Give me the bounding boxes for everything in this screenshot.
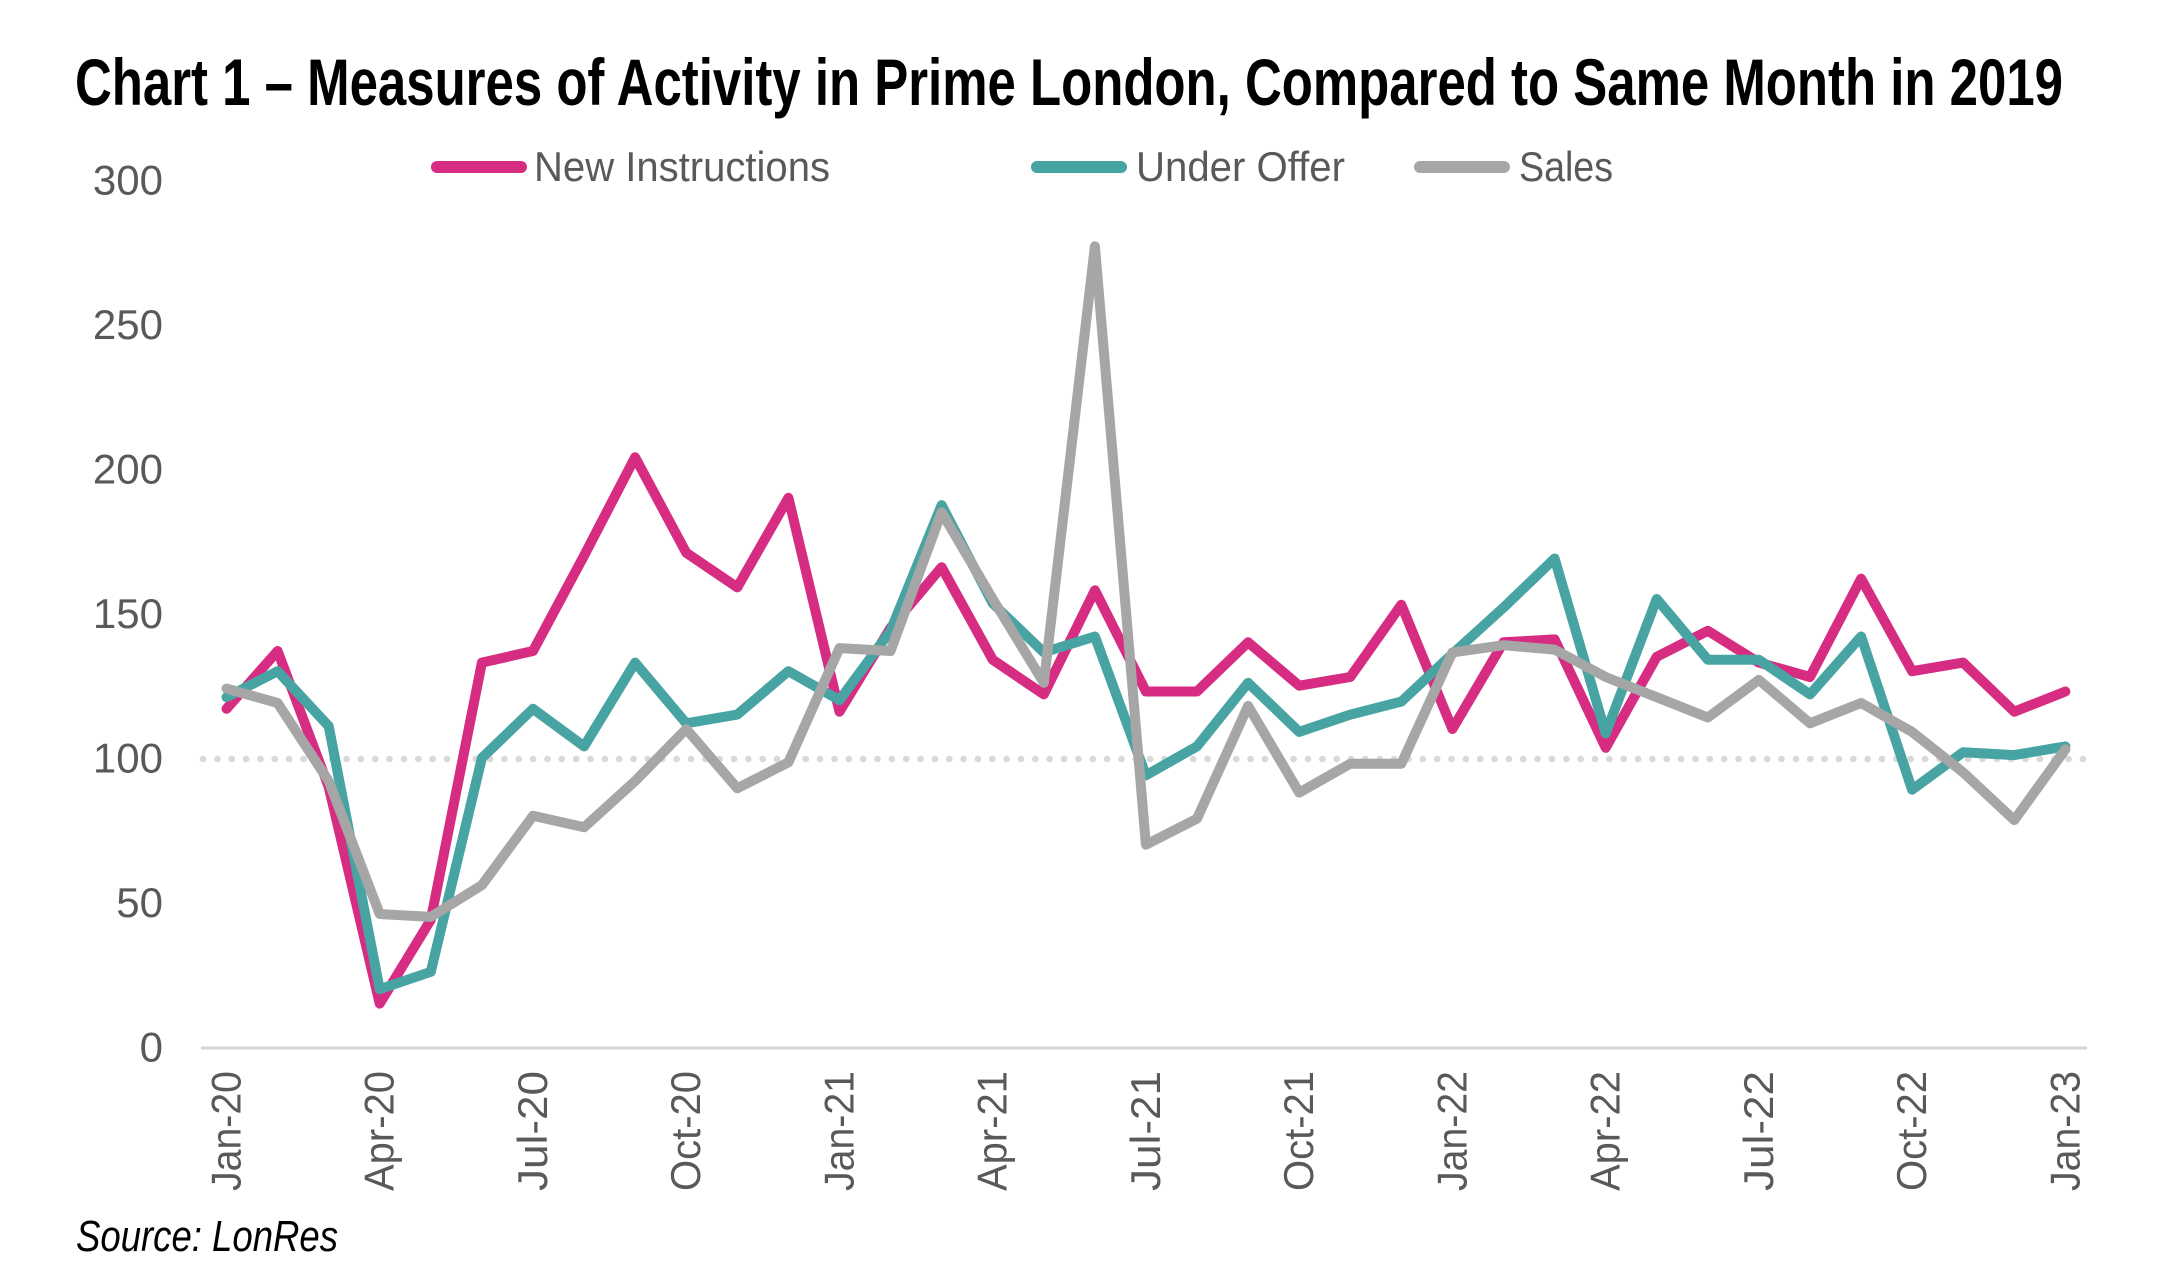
svg-text:Apr-21: Apr-21 xyxy=(969,1071,1016,1191)
svg-text:300: 300 xyxy=(93,157,163,204)
svg-text:Jul-21: Jul-21 xyxy=(1122,1071,1169,1191)
svg-text:Chart 1 – Measures of Activity: Chart 1 – Measures of Activity in Prime … xyxy=(75,45,2063,119)
svg-text:Jan-21: Jan-21 xyxy=(816,1071,863,1191)
svg-text:Oct-21: Oct-21 xyxy=(1275,1071,1322,1191)
svg-text:0: 0 xyxy=(140,1024,163,1071)
svg-text:50: 50 xyxy=(116,879,163,926)
svg-text:Apr-22: Apr-22 xyxy=(1582,1071,1629,1191)
svg-text:Sales: Sales xyxy=(1519,143,1613,190)
svg-text:Source: LonRes: Source: LonRes xyxy=(76,1212,338,1261)
svg-text:100: 100 xyxy=(93,735,163,782)
svg-text:Under Offer: Under Offer xyxy=(1136,143,1345,190)
svg-text:200: 200 xyxy=(93,446,163,493)
svg-text:New Instructions: New Instructions xyxy=(534,143,830,190)
svg-text:Jan-20: Jan-20 xyxy=(203,1071,250,1191)
svg-text:Jan-23: Jan-23 xyxy=(2041,1071,2088,1191)
svg-text:Apr-20: Apr-20 xyxy=(356,1071,403,1191)
svg-text:Oct-20: Oct-20 xyxy=(662,1071,709,1191)
svg-text:Oct-22: Oct-22 xyxy=(1888,1071,1935,1191)
svg-text:Jan-22: Jan-22 xyxy=(1428,1071,1475,1191)
svg-text:250: 250 xyxy=(93,301,163,348)
svg-text:Jul-22: Jul-22 xyxy=(1735,1071,1782,1191)
svg-text:150: 150 xyxy=(93,590,163,637)
svg-text:Jul-20: Jul-20 xyxy=(509,1071,556,1191)
